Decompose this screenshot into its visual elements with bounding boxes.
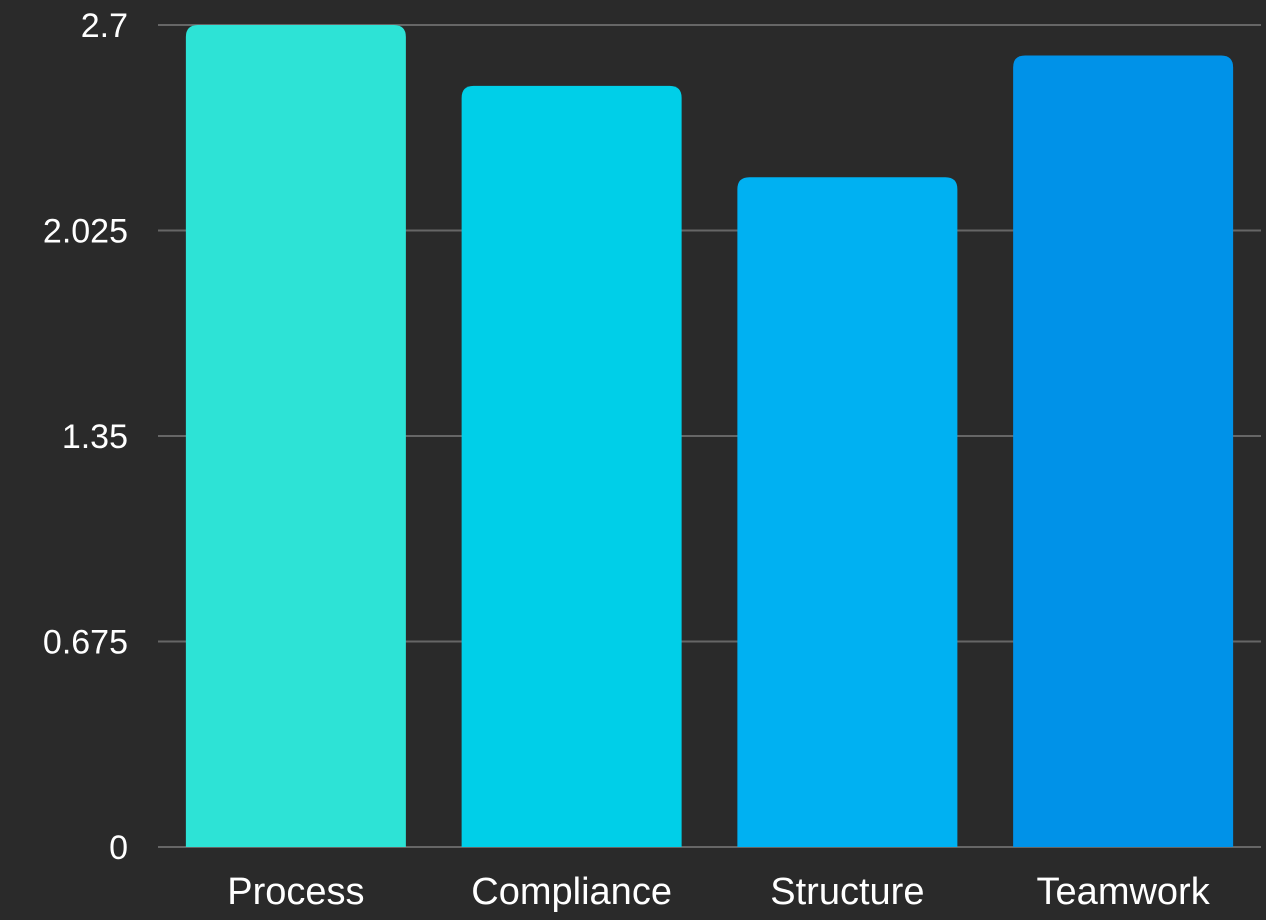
y-tick-label: 1.35 (62, 418, 128, 456)
bar-teamwork (1013, 55, 1234, 847)
y-tick-label: 0.675 (43, 624, 128, 662)
y-tick-label: 2.025 (43, 213, 128, 251)
x-tick-label: Compliance (471, 871, 672, 913)
x-axis-ticks: Process Compliance Structure Teamwork (227, 871, 1210, 913)
x-tick-label: Process (227, 871, 364, 913)
bar-compliance (461, 85, 682, 847)
y-tick-label: 2.7 (81, 7, 128, 45)
y-axis-ticks: 0 0.675 1.35 2.025 2.7 (43, 7, 128, 867)
y-tick-label: 0 (109, 829, 128, 867)
x-tick-label: Structure (770, 871, 924, 913)
bar-process (185, 25, 406, 847)
bar-structure (737, 177, 958, 847)
x-tick-label: Teamwork (1037, 871, 1211, 913)
bars (185, 25, 1234, 847)
